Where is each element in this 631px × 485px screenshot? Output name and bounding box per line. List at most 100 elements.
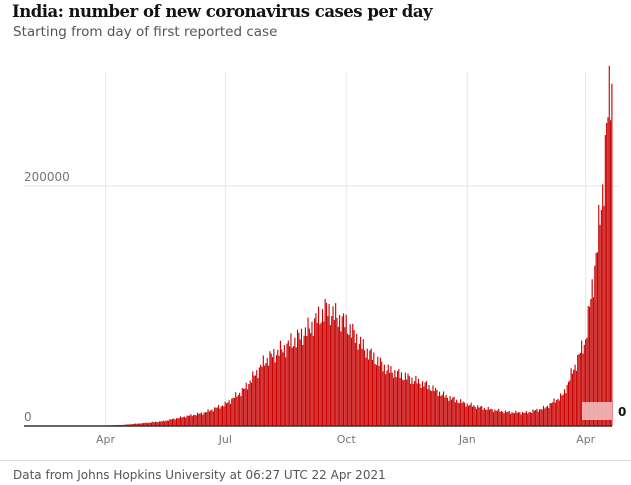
bar xyxy=(235,392,237,426)
bar xyxy=(575,370,577,426)
bar xyxy=(424,382,426,426)
bar xyxy=(490,408,492,426)
bar xyxy=(146,423,149,426)
bar xyxy=(485,409,487,426)
bar xyxy=(579,352,581,426)
bar xyxy=(395,377,397,426)
x-tick-label: Apr xyxy=(576,433,596,446)
bar xyxy=(248,384,250,426)
bar xyxy=(587,306,589,426)
bar xyxy=(179,416,181,426)
chart-subtitle: Starting from day of first reported case xyxy=(13,24,278,40)
bar xyxy=(249,380,251,426)
bar xyxy=(145,422,147,426)
bar xyxy=(303,335,305,426)
bar xyxy=(175,418,178,426)
bar xyxy=(335,303,337,426)
bar xyxy=(207,409,209,426)
bar xyxy=(344,327,346,426)
bar xyxy=(215,407,217,426)
bar xyxy=(218,405,220,426)
bar xyxy=(332,306,334,426)
bar xyxy=(308,328,310,426)
bar xyxy=(545,406,547,426)
bar xyxy=(358,343,360,426)
bar xyxy=(449,396,451,426)
bar xyxy=(169,419,171,426)
bar xyxy=(507,411,509,426)
bar xyxy=(607,117,609,427)
bar xyxy=(150,422,153,426)
bar xyxy=(440,395,442,426)
bar xyxy=(200,412,203,426)
bar xyxy=(498,408,500,426)
bar xyxy=(256,370,258,426)
bar xyxy=(565,393,567,426)
bar xyxy=(191,416,193,426)
bar xyxy=(519,412,521,426)
bar xyxy=(140,423,142,426)
bar xyxy=(170,419,172,426)
bar xyxy=(253,375,255,426)
bar xyxy=(190,414,192,426)
bar xyxy=(360,336,362,426)
bar xyxy=(516,412,518,426)
bar xyxy=(574,364,576,426)
bar xyxy=(320,322,322,426)
bar xyxy=(307,317,309,426)
bar xyxy=(337,326,339,426)
bar xyxy=(336,317,338,426)
bar xyxy=(354,342,356,426)
bar xyxy=(391,372,393,426)
bar xyxy=(331,316,333,426)
bar xyxy=(603,205,605,426)
bar xyxy=(340,331,342,426)
bar xyxy=(228,400,230,426)
bar xyxy=(189,415,191,426)
bar xyxy=(341,316,343,426)
bar xyxy=(323,321,325,426)
bar xyxy=(241,388,243,426)
bar xyxy=(203,412,205,426)
bar xyxy=(349,324,351,426)
bar xyxy=(399,378,401,426)
bar xyxy=(533,410,535,426)
bar xyxy=(144,422,146,426)
bar xyxy=(549,403,551,426)
bar xyxy=(211,409,213,426)
bar xyxy=(544,408,546,426)
bar xyxy=(477,405,479,426)
latest-value-label: 0 xyxy=(618,405,626,419)
bar xyxy=(558,400,560,426)
bar xyxy=(557,398,559,426)
x-tick-label: Jul xyxy=(218,433,232,446)
bar xyxy=(417,378,420,426)
bar xyxy=(500,410,502,426)
bar xyxy=(457,402,459,426)
bar xyxy=(327,316,329,426)
bar xyxy=(216,407,218,426)
bar xyxy=(319,324,321,426)
bar xyxy=(324,299,326,426)
bar xyxy=(402,379,404,426)
bar xyxy=(198,413,200,426)
bar xyxy=(373,352,375,426)
bar xyxy=(149,422,151,426)
bar xyxy=(535,410,537,426)
bar xyxy=(304,327,306,426)
bar xyxy=(419,383,421,426)
bar xyxy=(374,364,376,426)
bar xyxy=(561,395,563,426)
bar xyxy=(244,388,246,426)
bar xyxy=(385,374,387,426)
bar xyxy=(412,383,414,426)
bar xyxy=(403,380,405,426)
bar xyxy=(596,252,598,426)
bar xyxy=(135,423,137,426)
bar xyxy=(132,424,134,426)
bar xyxy=(195,415,197,426)
bar xyxy=(225,403,228,426)
y-tick-label: 200000 xyxy=(24,170,70,184)
bar xyxy=(302,344,304,426)
bar xyxy=(398,369,400,426)
